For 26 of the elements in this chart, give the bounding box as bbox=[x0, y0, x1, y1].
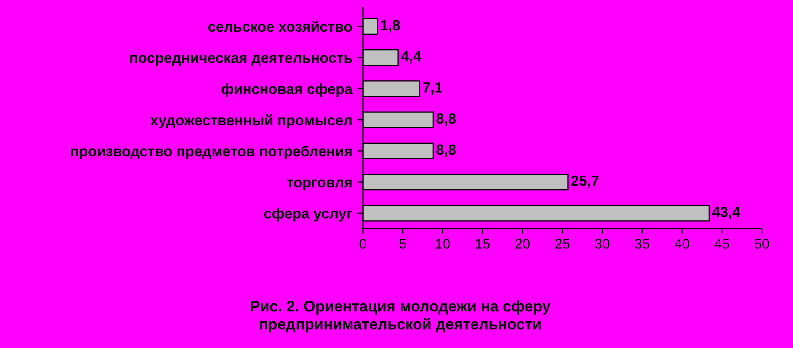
x-tick-label: 45 bbox=[714, 239, 730, 249]
y-tick-label: художественный промысел bbox=[150, 114, 352, 129]
x-tick-label: 40 bbox=[674, 239, 690, 249]
data-label: 43,4 bbox=[712, 207, 741, 220]
x-tick-label: 35 bbox=[635, 239, 650, 249]
x-tick-label: 5 bbox=[400, 239, 406, 249]
data-label: 25,7 bbox=[572, 176, 599, 188]
x-tick-label: 10 bbox=[436, 239, 450, 249]
y-tick-label: финсновая сфера bbox=[222, 84, 353, 98]
x-tick-label: 50 bbox=[754, 239, 770, 249]
data-label: 8,8 bbox=[436, 144, 456, 158]
y-tick-label: торговля bbox=[287, 180, 352, 191]
x-tick-label: 30 bbox=[595, 239, 610, 249]
text: Рис. 2. Ориентация молодежи на сферу предпринимательской деятельности bbox=[251, 300, 551, 333]
x-tick-label: 0 bbox=[360, 239, 367, 249]
x-tick-label: 25 bbox=[556, 239, 570, 249]
x-tick-label: 20 bbox=[516, 239, 530, 249]
data-label: 1,8 bbox=[381, 20, 400, 33]
y-tick-label: посредническая деятельность bbox=[130, 55, 352, 66]
y-tick-label: сфера услуг bbox=[264, 208, 352, 222]
data-label: 8,8 bbox=[436, 114, 456, 126]
data-label: 7,1 bbox=[423, 82, 442, 95]
data-label: 4,4 bbox=[401, 52, 422, 64]
x-tick-label: 15 bbox=[476, 239, 490, 249]
y-tick-label: производство предметов потребления bbox=[71, 146, 352, 160]
y-tick-label: сельское хозяйство bbox=[208, 21, 352, 32]
